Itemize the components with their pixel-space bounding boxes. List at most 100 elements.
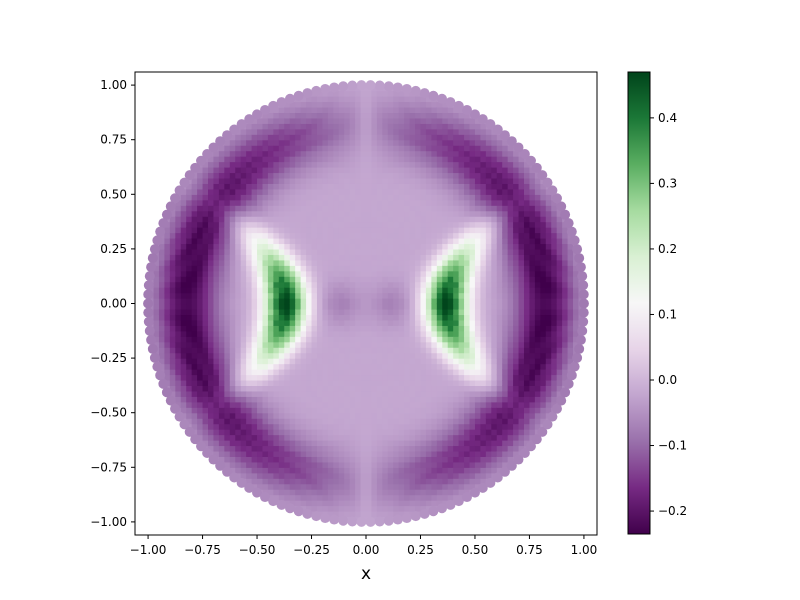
heatmap-cell: [327, 161, 334, 168]
heatmap-cell: [507, 390, 514, 397]
heatmap-cell: [169, 336, 176, 343]
heatmap-cell: [338, 347, 345, 354]
heatmap-cell: [284, 325, 291, 332]
heatmap-cell: [344, 210, 351, 217]
heatmap-cell: [502, 194, 509, 201]
heatmap-cell: [262, 374, 269, 381]
heatmap-cell: [180, 248, 187, 255]
heatmap-cell: [371, 385, 378, 392]
heatmap-cell: [289, 445, 296, 452]
heatmap-cell: [235, 347, 242, 354]
heatmap-cell: [273, 106, 280, 114]
heatmap-cell: [224, 336, 231, 343]
heatmap-cell: [257, 177, 264, 184]
heatmap-cell: [360, 336, 367, 343]
heatmap-cell: [153, 308, 160, 316]
heatmap-cell: [458, 265, 465, 272]
heatmap-cell: [306, 134, 313, 141]
heatmap-cell: [387, 298, 394, 305]
heatmap-cell: [284, 106, 291, 114]
heatmap-cell: [447, 265, 454, 272]
heatmap-cell: [327, 330, 334, 337]
heatmap-cell: [306, 401, 313, 408]
heatmap-cell: [202, 205, 209, 212]
heatmap-cell: [480, 330, 487, 337]
heatmap-cell: [371, 101, 378, 108]
heatmap-cell: [464, 221, 471, 228]
heatmap-cell: [235, 183, 242, 190]
heatmap-cell: [316, 319, 324, 326]
heatmap-cell: [316, 106, 324, 114]
heatmap-cell: [469, 221, 476, 228]
heatmap-cell: [267, 232, 274, 239]
heatmap-cell: [376, 478, 383, 485]
heatmap-cell: [371, 183, 378, 190]
heatmap-cell: [447, 478, 454, 485]
heatmap-cell: [491, 429, 498, 436]
heatmap-cell: [404, 347, 411, 354]
heatmap-cell: [523, 199, 531, 206]
heatmap-cell: [186, 396, 193, 403]
heatmap-cell: [208, 292, 215, 299]
heatmap-cell: [180, 216, 187, 223]
heatmap-cell: [469, 237, 476, 245]
heatmap-cell: [289, 401, 296, 408]
heatmap-cell: [295, 172, 302, 179]
heatmap-cell: [295, 434, 302, 441]
heatmap-cell: [469, 150, 476, 157]
heatmap-cell: [169, 270, 176, 277]
heatmap-cell: [316, 150, 324, 157]
heatmap-cell: [322, 363, 329, 370]
heatmap-cell: [404, 259, 411, 266]
heatmap-cell: [164, 374, 171, 381]
heatmap-cell: [464, 276, 471, 283]
heatmap-cell: [349, 237, 356, 245]
heatmap-cell: [197, 254, 204, 261]
heatmap-cell: [409, 412, 416, 419]
heatmap-cell: [387, 156, 394, 163]
heatmap-cell: [251, 205, 258, 212]
heatmap-cell: [447, 156, 454, 163]
heatmap-cell: [333, 308, 340, 316]
heatmap-cell: [197, 237, 204, 245]
heatmap-cell: [382, 117, 389, 124]
heatmap-cell: [191, 216, 198, 223]
heatmap-cell: [344, 276, 351, 283]
heatmap-cell: [229, 292, 236, 299]
heatmap-cell: [513, 259, 520, 266]
heatmap-cell: [186, 281, 193, 288]
heatmap-cell: [513, 434, 520, 441]
heatmap-cell: [333, 434, 340, 441]
heatmap-cell: [208, 314, 215, 321]
heatmap-cell: [474, 276, 482, 283]
heatmap-cell: [306, 150, 313, 157]
heatmap-cell: [278, 489, 285, 496]
heatmap-cell: [246, 216, 253, 223]
heatmap-cell: [518, 374, 525, 381]
heatmap-cell: [289, 243, 296, 250]
heatmap-cell: [376, 314, 383, 321]
heatmap-cell: [442, 347, 449, 354]
heatmap-cell: [349, 150, 356, 157]
heatmap-cell: [491, 303, 498, 310]
heatmap-cell: [545, 341, 552, 348]
heatmap-cell: [474, 434, 482, 441]
heatmap-cell: [485, 396, 492, 403]
heatmap-cell: [169, 221, 176, 228]
heatmap-cell: [518, 303, 525, 310]
heatmap-cell: [278, 276, 285, 283]
heatmap-cell: [485, 472, 492, 479]
heatmap-cell: [278, 472, 285, 479]
heatmap-cell: [316, 489, 324, 496]
heatmap-cell: [523, 232, 531, 239]
heatmap-cell: [529, 336, 536, 343]
heatmap-cell: [322, 106, 329, 114]
heatmap-cell: [464, 369, 471, 376]
heatmap-cell: [240, 412, 247, 419]
heatmap-cell: [474, 232, 482, 239]
heatmap-cell: [251, 390, 258, 397]
heatmap-cell: [376, 374, 383, 381]
heatmap-cell: [496, 156, 503, 163]
heatmap-cell: [338, 210, 345, 217]
heatmap-cell: [393, 123, 400, 130]
